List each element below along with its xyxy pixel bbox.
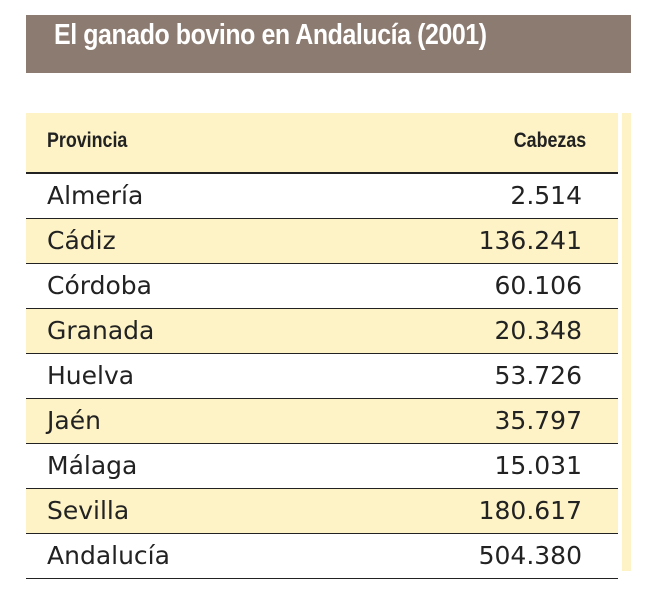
table-header: Provincia Cabezas bbox=[26, 113, 618, 174]
cell-provincia: Huelva bbox=[47, 361, 135, 390]
cell-cabezas: 35.797 bbox=[494, 406, 582, 435]
cell-provincia: Sevilla bbox=[47, 496, 130, 525]
cell-cabezas: 15.031 bbox=[494, 451, 582, 480]
cell-cabezas: 504.380 bbox=[478, 541, 582, 570]
table-row: Huelva 53.726 bbox=[26, 354, 618, 399]
cell-provincia: Córdoba bbox=[47, 271, 152, 300]
decorative-strip bbox=[622, 113, 631, 571]
data-table: Provincia Cabezas Almería 2.514 Cádiz 136.2… bbox=[26, 113, 631, 579]
cell-provincia: Jaén bbox=[47, 406, 101, 435]
table-row: Granada 20.348 bbox=[26, 309, 618, 354]
cell-cabezas: 2.514 bbox=[510, 181, 582, 210]
header-cabezas: Cabezas bbox=[513, 129, 586, 152]
table-row: Córdoba 60.106 bbox=[26, 264, 618, 309]
cell-provincia: Andalucía bbox=[47, 541, 170, 570]
cell-cabezas: 53.726 bbox=[494, 361, 582, 390]
table-row: Sevilla 180.617 bbox=[26, 489, 618, 534]
cell-provincia: Cádiz bbox=[47, 226, 116, 255]
table-row: Jaén 35.797 bbox=[26, 399, 618, 444]
table-row: Andalucía 504.380 bbox=[26, 534, 618, 579]
cell-cabezas: 60.106 bbox=[494, 271, 582, 300]
cell-provincia: Almería bbox=[47, 181, 144, 210]
header-provincia: Provincia bbox=[47, 129, 128, 152]
table-title: El ganado bovino en Andalucía (2001) bbox=[54, 19, 487, 51]
table-row: Málaga 15.031 bbox=[26, 444, 618, 489]
cell-provincia: Granada bbox=[47, 316, 155, 345]
cell-provincia: Málaga bbox=[47, 451, 138, 480]
cell-cabezas: 180.617 bbox=[478, 496, 582, 525]
table-row: Almería 2.514 bbox=[26, 174, 618, 219]
table-row: Cádiz 136.241 bbox=[26, 219, 618, 264]
cell-cabezas: 136.241 bbox=[478, 226, 582, 255]
table-title-bar: El ganado bovino en Andalucía (2001) bbox=[26, 15, 631, 73]
cell-cabezas: 20.348 bbox=[494, 316, 582, 345]
